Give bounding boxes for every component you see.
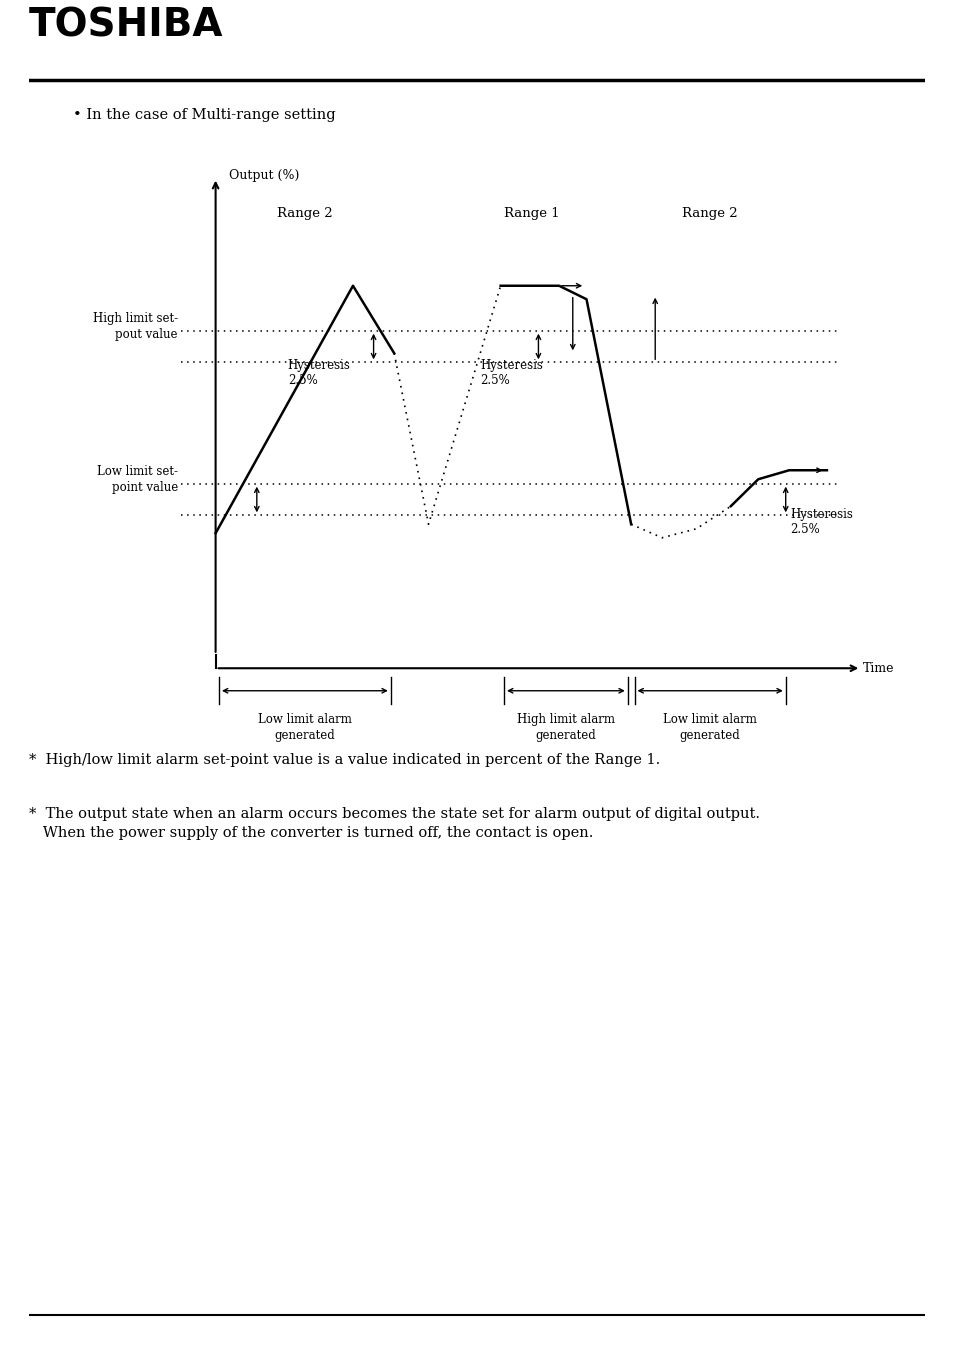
Text: Hysteresis
2.5%: Hysteresis 2.5% [288,359,351,387]
Text: Hysteresis
2.5%: Hysteresis 2.5% [790,508,853,536]
Text: • In the case of Multi-range setting: • In the case of Multi-range setting [73,108,335,122]
Text: Output (%): Output (%) [229,169,299,182]
Text: Hysteresis
2.5%: Hysteresis 2.5% [479,359,542,387]
Text: *  The output state when an alarm occurs becomes the state set for alarm output : * The output state when an alarm occurs … [29,807,759,840]
Text: Range 2: Range 2 [276,208,333,220]
Text: Low limit set-
point value: Low limit set- point value [96,464,177,494]
Text: Time: Time [862,662,894,675]
Text: High limit alarm
generated: High limit alarm generated [517,713,615,743]
Text: Low limit alarm
generated: Low limit alarm generated [662,713,757,743]
Text: *  High/low limit alarm set-point value is a value indicated in percent of the R: * High/low limit alarm set-point value i… [29,753,659,767]
Text: High limit set-
pout value: High limit set- pout value [92,312,177,340]
Text: Low limit alarm
generated: Low limit alarm generated [257,713,352,743]
Text: Range 2: Range 2 [681,208,738,220]
Text: TOSHIBA: TOSHIBA [29,7,223,45]
Text: Range 1: Range 1 [503,208,558,220]
